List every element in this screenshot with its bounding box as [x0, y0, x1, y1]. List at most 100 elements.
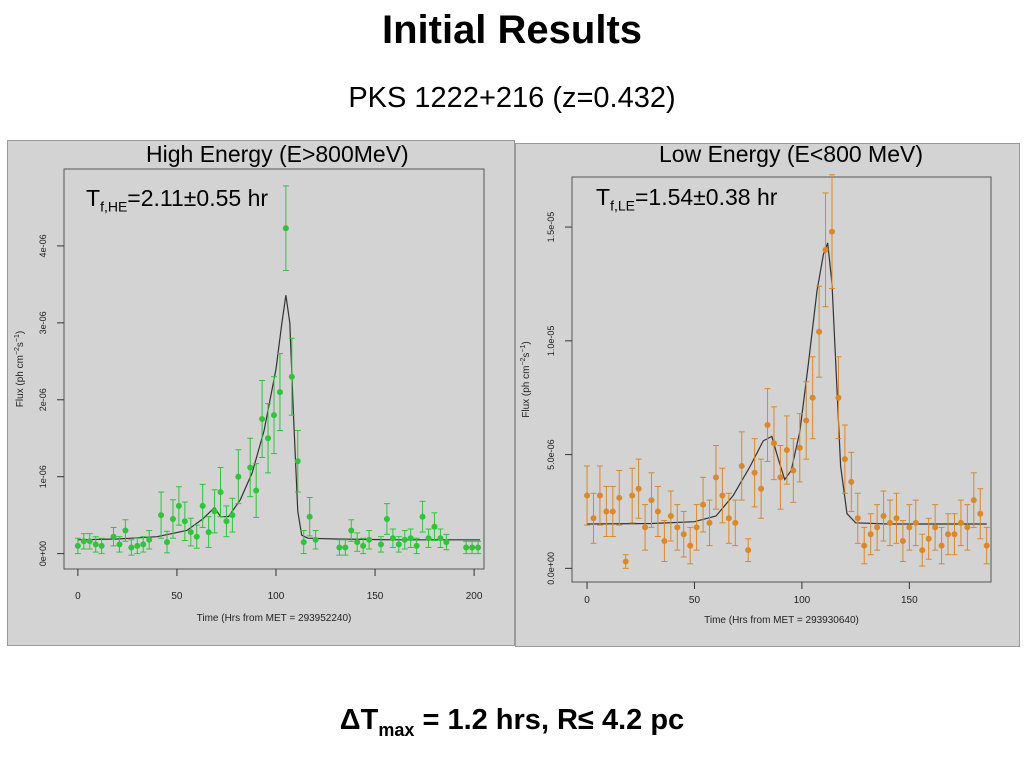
plot-frame — [571, 176, 992, 583]
data-point — [867, 513, 874, 556]
footer-delta-sub: max — [378, 719, 415, 740]
data-point — [642, 504, 649, 551]
y-tick-label: 1.5e-05 — [546, 212, 556, 243]
x-tick-label: 150 — [901, 595, 918, 606]
data-point — [667, 490, 674, 542]
data-point — [738, 431, 745, 501]
data-point — [342, 539, 349, 556]
data-point — [816, 285, 823, 378]
data-point — [932, 504, 939, 551]
data-point — [469, 540, 476, 555]
low-energy-caption: Low Energy (E<800 MeV) — [659, 141, 923, 167]
y-tick-label: 3e-06 — [38, 311, 48, 334]
low-energy-panel: 0 50 100 150 0.0e+00 5.0e-06 1.0e-05 1.5e-05 Tim… — [515, 141, 1020, 647]
data-point — [223, 505, 230, 538]
data-point — [116, 536, 123, 553]
data-point — [158, 491, 165, 539]
data-point — [951, 513, 958, 556]
fit-label-sub: f,HE — [100, 198, 128, 215]
data-point — [366, 530, 373, 550]
data-point — [835, 356, 842, 440]
data-point — [169, 499, 176, 539]
data-point — [128, 539, 135, 556]
y-tick-label: 0.0e+00 — [546, 552, 556, 585]
data-point — [354, 532, 361, 552]
data-point — [874, 504, 881, 551]
data-point — [276, 353, 283, 432]
data-point — [841, 424, 848, 494]
data-point — [265, 403, 272, 474]
footer-rest: = 1.2 hrs, R≤ 4.2 pc — [414, 704, 685, 736]
data-point — [796, 413, 803, 483]
footer-summary: ΔTmax = 1.2 hrs, R≤ 4.2 pc — [0, 704, 1024, 741]
data-point — [413, 537, 420, 555]
data-point — [893, 492, 900, 544]
data-point — [306, 496, 313, 537]
data-point — [187, 517, 194, 547]
x-tick-label: 50 — [689, 595, 701, 606]
data-point — [463, 540, 470, 555]
slide-subtitle: PKS 1222+216 (z=0.432) — [348, 82, 676, 114]
data-point — [906, 504, 913, 551]
data-point — [282, 185, 289, 272]
data-point — [98, 537, 105, 555]
data-point — [764, 388, 771, 462]
data-point — [336, 539, 343, 556]
data-point — [360, 537, 367, 555]
data-point — [443, 533, 450, 551]
data-point — [687, 526, 694, 565]
data-point — [912, 499, 919, 547]
x-tick-label: 100 — [268, 591, 285, 602]
data-point — [294, 430, 301, 493]
data-point — [809, 356, 816, 440]
high-energy-caption: High Energy (E>800MeV) — [146, 141, 409, 167]
data-point — [300, 530, 307, 555]
y-tick-label: 1e-06 — [38, 465, 48, 488]
fit-label-prefix: T — [86, 185, 101, 211]
fit-label-prefix: T — [596, 184, 611, 210]
data-point — [983, 526, 990, 565]
data-point — [777, 444, 784, 510]
x-tick-label: 100 — [794, 595, 811, 606]
data-point — [803, 381, 810, 460]
data-point — [175, 486, 182, 526]
data-point — [654, 485, 661, 537]
data-point — [271, 376, 277, 455]
data-point — [938, 526, 945, 565]
data-point — [425, 528, 432, 548]
data-point — [977, 488, 984, 540]
data-point — [596, 465, 603, 526]
data-point — [431, 512, 438, 542]
data-point — [783, 415, 790, 485]
data-point — [700, 476, 707, 533]
data-point — [887, 499, 894, 547]
data-point — [919, 533, 926, 567]
data-point — [603, 485, 610, 537]
y-tick-label: 5.0e-06 — [546, 439, 556, 470]
data-point — [80, 533, 87, 550]
data-point — [712, 444, 719, 510]
data-point — [745, 538, 752, 563]
data-point — [880, 490, 887, 542]
data-point — [899, 520, 906, 563]
data-point — [377, 536, 384, 553]
data-point — [590, 492, 597, 544]
data-point — [925, 517, 932, 560]
data-point — [661, 520, 668, 563]
high-energy-plot: 0 50 100 150 200 0e+00 1e-06 2e-06 3e-06 4e-06 Tim… — [14, 168, 485, 624]
data-point — [199, 483, 206, 528]
x-tick-label: 150 — [367, 591, 384, 602]
fit-label-value: =2.11±0.55 hr — [127, 185, 269, 211]
data-point — [609, 485, 616, 537]
plot-frame — [63, 168, 485, 570]
data-point — [648, 472, 655, 528]
data-point — [110, 526, 117, 547]
x-tick-label: 200 — [466, 591, 483, 602]
data-point — [622, 554, 629, 569]
low-energy-fit-label: Tf,LE=1.54±0.38 hr — [596, 184, 777, 214]
data-point — [822, 192, 829, 308]
data-point — [164, 530, 171, 554]
data-point — [229, 497, 236, 533]
data-point — [407, 528, 414, 548]
data-point — [401, 530, 408, 550]
